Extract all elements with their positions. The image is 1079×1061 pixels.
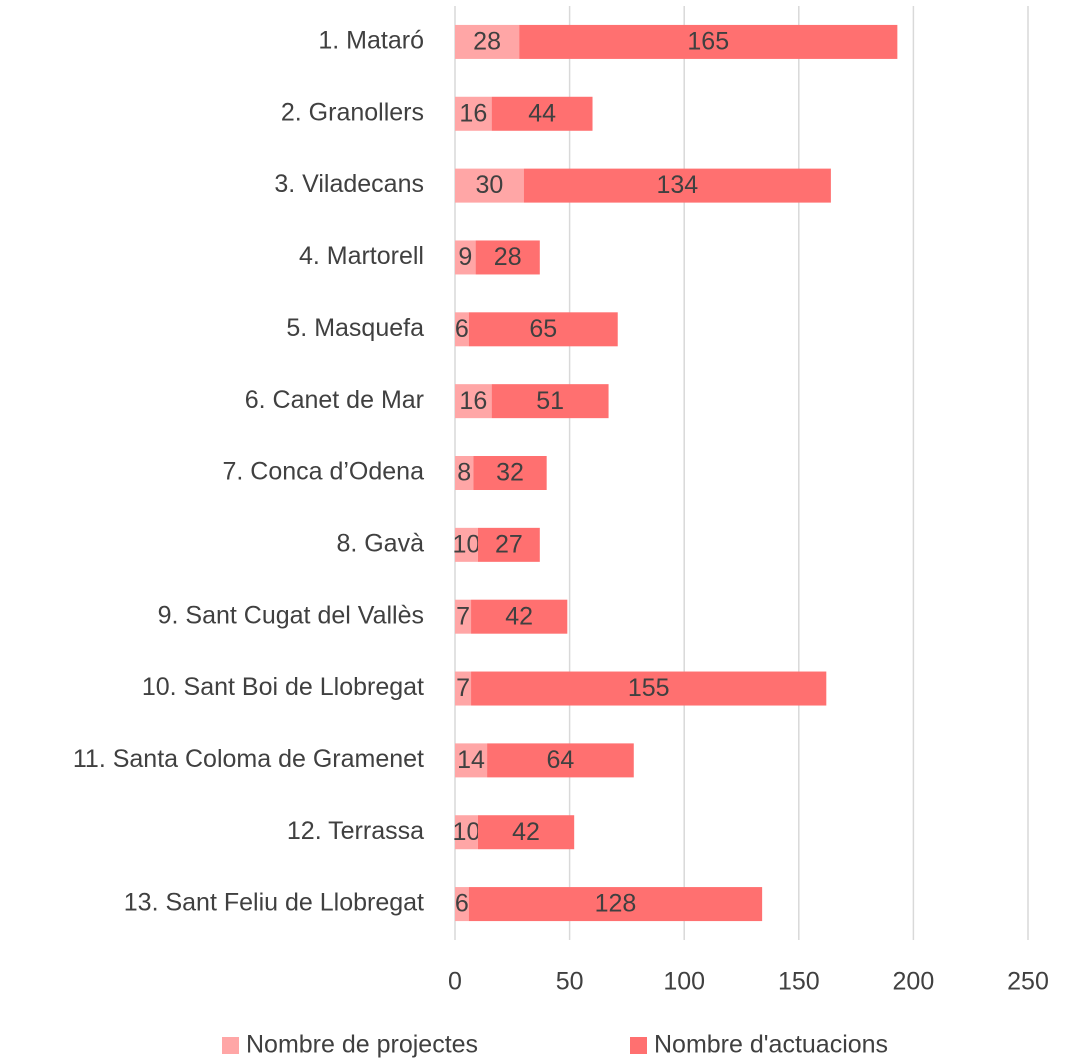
data-label: 155 bbox=[628, 674, 670, 702]
y-tick-label: 3. Viladecans bbox=[274, 170, 424, 198]
x-tick-label: 250 bbox=[1007, 968, 1049, 996]
bar-segment bbox=[471, 671, 827, 706]
legend-label: Nombre de projectes bbox=[246, 1031, 478, 1059]
data-label: 6 bbox=[455, 890, 469, 918]
y-tick-label: 6. Canet de Mar bbox=[245, 386, 424, 414]
data-label: 64 bbox=[547, 746, 575, 774]
y-tick-label: 13. Sant Feliu de Llobregat bbox=[124, 889, 424, 917]
data-label: 6 bbox=[455, 315, 469, 343]
y-tick-label: 8. Gavà bbox=[336, 529, 424, 557]
x-tick-label: 150 bbox=[778, 968, 820, 996]
x-tick-label: 0 bbox=[448, 968, 462, 996]
bar-segment bbox=[473, 456, 547, 490]
data-label: 42 bbox=[512, 818, 540, 846]
x-tick-label: 100 bbox=[663, 968, 705, 996]
data-label: 9 bbox=[458, 243, 472, 271]
legend-label: Nombre d'actuacions bbox=[654, 1031, 888, 1059]
y-tick-label: 2. Granollers bbox=[281, 98, 424, 126]
data-label: 44 bbox=[528, 99, 556, 127]
bar-segment bbox=[523, 168, 831, 203]
bar-segment bbox=[455, 168, 524, 203]
data-label: 128 bbox=[595, 890, 637, 918]
legend-swatch bbox=[222, 1037, 239, 1054]
data-label: 42 bbox=[505, 602, 533, 630]
bar-segment bbox=[475, 240, 540, 275]
data-label: 30 bbox=[475, 171, 503, 199]
bar-segment bbox=[491, 384, 609, 419]
y-tick-label: 5. Masquefa bbox=[286, 314, 424, 342]
bar-segment bbox=[455, 599, 472, 634]
bar-segment bbox=[455, 671, 472, 706]
data-label: 28 bbox=[494, 243, 522, 271]
bar-segment bbox=[455, 743, 488, 778]
data-label: 165 bbox=[687, 28, 729, 56]
legend-swatch bbox=[630, 1037, 647, 1054]
bar-segment bbox=[455, 312, 469, 347]
y-tick-label: 7. Conca d’Odena bbox=[222, 458, 424, 486]
data-label: 134 bbox=[656, 171, 698, 199]
bar-segment bbox=[455, 887, 469, 922]
data-label: 7 bbox=[456, 602, 470, 630]
data-label: 16 bbox=[459, 387, 487, 415]
data-label: 28 bbox=[473, 28, 501, 56]
bar-segment bbox=[455, 456, 474, 490]
data-label: 14 bbox=[457, 746, 485, 774]
bar-segment bbox=[471, 599, 568, 634]
y-tick-label: 10. Sant Boi de Llobregat bbox=[142, 673, 424, 701]
data-label: 7 bbox=[456, 674, 470, 702]
bar-segment bbox=[455, 527, 478, 562]
y-tick-label: 11. Santa Coloma de Gramenet bbox=[73, 745, 424, 773]
bar-segment bbox=[477, 527, 540, 562]
bar-segment bbox=[468, 887, 763, 922]
data-label: 10 bbox=[453, 530, 481, 558]
bar-segment bbox=[487, 743, 634, 778]
bar-segment bbox=[455, 96, 492, 131]
data-label: 27 bbox=[495, 530, 523, 558]
data-label: 65 bbox=[529, 315, 557, 343]
bar-segment bbox=[455, 24, 520, 59]
x-tick-label: 200 bbox=[893, 968, 935, 996]
data-label: 10 bbox=[453, 818, 481, 846]
data-label: 32 bbox=[496, 459, 524, 487]
bar-segment bbox=[455, 815, 478, 850]
bar-segment bbox=[519, 24, 898, 59]
y-tick-label: 12. Terrassa bbox=[287, 817, 424, 845]
bar-segment bbox=[455, 240, 476, 275]
y-tick-label: 9. Sant Cugat del Vallès bbox=[158, 601, 424, 629]
bar-segment bbox=[455, 384, 492, 419]
x-tick-label: 50 bbox=[556, 968, 584, 996]
y-tick-label: 4. Martorell bbox=[299, 242, 424, 270]
data-label: 16 bbox=[459, 99, 487, 127]
data-label: 51 bbox=[536, 387, 564, 415]
data-label: 8 bbox=[457, 459, 471, 487]
bar-segment bbox=[477, 815, 575, 850]
bar-segment bbox=[468, 312, 618, 347]
bar-segment bbox=[491, 96, 593, 131]
y-tick-label: 1. Mataró bbox=[318, 27, 424, 55]
